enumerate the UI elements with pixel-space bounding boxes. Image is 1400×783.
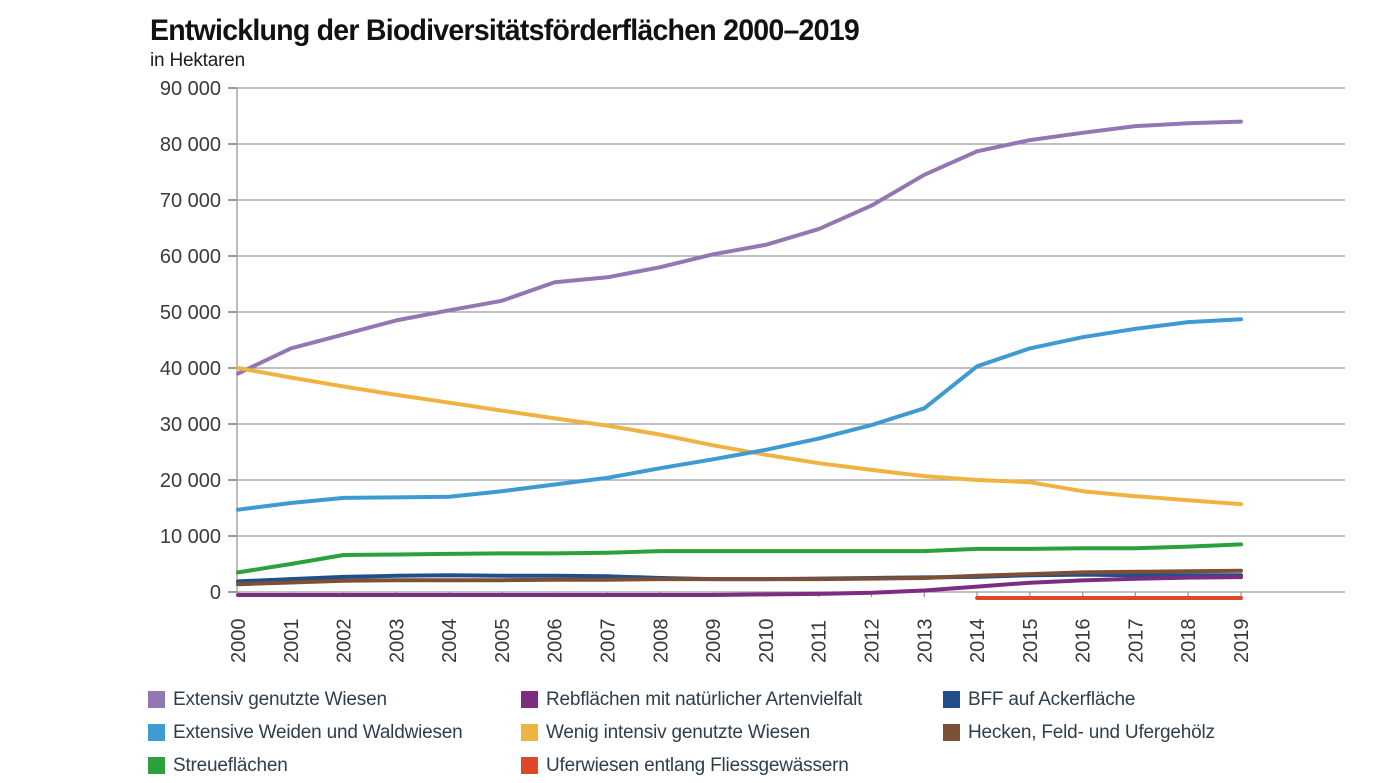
x-tick-label: 2010 <box>756 619 778 664</box>
legend-label: BFF auf Ackerfläche <box>968 688 1136 710</box>
x-tick-label: 2014 <box>967 619 989 664</box>
legend-label: Extensive Weiden und Waldwiesen <box>173 721 463 743</box>
y-tick-label: 20 000 <box>160 470 221 492</box>
line-chart-plot: 0 10 000 20 000 30 000 40 000 50 000 60 000 70 … <box>160 78 1345 664</box>
y-tick-label: 60 000 <box>160 246 221 268</box>
chart-subtitle: in Hektaren <box>150 50 245 71</box>
x-tick-label: 2002 <box>334 619 356 664</box>
x-tick-label: 2004 <box>439 619 461 664</box>
x-tick-label: 2011 <box>809 620 831 663</box>
legend-item-streueflaechen: Streueflächen <box>148 749 521 782</box>
legend-item-uferwiesen: Uferwiesen entlang Fliessgewässern <box>521 749 943 782</box>
x-tick-label: 2001 <box>281 619 303 664</box>
x-tick-label: 2005 <box>492 619 514 664</box>
x-tick-label: 2008 <box>650 619 672 664</box>
legend-label: Wenig intensiv genutzte Wiesen <box>546 721 811 743</box>
x-tick-label: 2013 <box>914 619 936 664</box>
legend-swatch-hecken <box>943 724 960 741</box>
legend-label: Extensiv genutzte Wiesen <box>173 688 387 710</box>
series-line-wenig-intensiv-genutzte-wiesen <box>236 366 1243 507</box>
x-tick-label: 2017 <box>1125 619 1147 664</box>
legend-label: Streueflächen <box>173 754 288 776</box>
legend-swatch-extensiv-genutzte-wiesen <box>148 691 165 708</box>
series-line-hecken-feld-und-ufergehoelz <box>236 568 1243 587</box>
y-tick-label: 40 000 <box>160 358 221 380</box>
x-tick-label: 2009 <box>703 619 725 664</box>
legend-item-bff-auf-ackerflaeche: BFF auf Ackerfläche <box>943 683 1343 716</box>
legend-label: Hecken, Feld- und Ufergehölz <box>968 721 1215 743</box>
series-line-rebflaechen-mit-natuerlicher-artenvielfalt <box>236 575 1243 597</box>
y-tick-label: 50 000 <box>160 302 221 324</box>
x-tick-label: 2007 <box>598 619 620 664</box>
y-tick-label: 80 000 <box>160 134 221 156</box>
legend-item-extensive-weiden-und-waldwiesen: Extensive Weiden und Waldwiesen <box>148 716 521 749</box>
legend-item-wenig-intensiv-genutzte-wiesen: Wenig intensiv genutzte Wiesen <box>521 716 943 749</box>
x-tick-label: 2000 <box>228 619 250 664</box>
legend-label: Rebflächen mit natürlicher Artenvielfalt <box>546 688 863 710</box>
legend-item-extensiv-genutzte-wiesen: Extensiv genutzte Wiesen <box>148 683 521 716</box>
x-tick-label: 2016 <box>1073 619 1095 664</box>
x-tick-label: 2015 <box>1020 619 1042 664</box>
series-line-extensive-weiden-und-waldwiesen <box>236 317 1243 512</box>
y-tick-label: 0 <box>210 582 221 604</box>
chart-title: Entwicklung der Biodiversitätsförderfläc… <box>150 14 860 47</box>
y-tick-label: 30 000 <box>160 414 221 436</box>
y-tick-label: 90 000 <box>160 78 221 100</box>
x-tick-label: 2019 <box>1231 619 1253 664</box>
legend-swatch-wenig-intensiv-genutzte-wiesen <box>521 724 538 741</box>
legend-swatch-extensive-weiden-und-waldwiesen <box>148 724 165 741</box>
series-line-extensiv-genutzte-wiesen <box>236 119 1243 376</box>
legend-swatch-rebflaechen <box>521 691 538 708</box>
x-tick-label: 2012 <box>861 619 883 664</box>
legend-item-rebflaechen: Rebflächen mit natürlicher Artenvielfalt <box>521 683 943 716</box>
x-tick-label: 2003 <box>386 619 408 664</box>
y-tick-label: 70 000 <box>160 190 221 212</box>
x-tick-label: 2006 <box>545 619 567 664</box>
y-tick-label: 10 000 <box>160 526 221 548</box>
x-tick-label: 2018 <box>1178 619 1200 664</box>
legend-item-hecken: Hecken, Feld- und Ufergehölz <box>943 716 1343 749</box>
legend-swatch-streueflaechen <box>148 757 165 774</box>
legend-label: Uferwiesen entlang Fliessgewässern <box>546 754 849 776</box>
legend-swatch-uferwiesen <box>521 757 538 774</box>
series-line-streueflaechen <box>236 542 1243 575</box>
chart-legend: Extensiv genutzte Wiesen Extensive Weide… <box>148 683 1343 782</box>
legend-swatch-bff-auf-ackerflaeche <box>943 691 960 708</box>
